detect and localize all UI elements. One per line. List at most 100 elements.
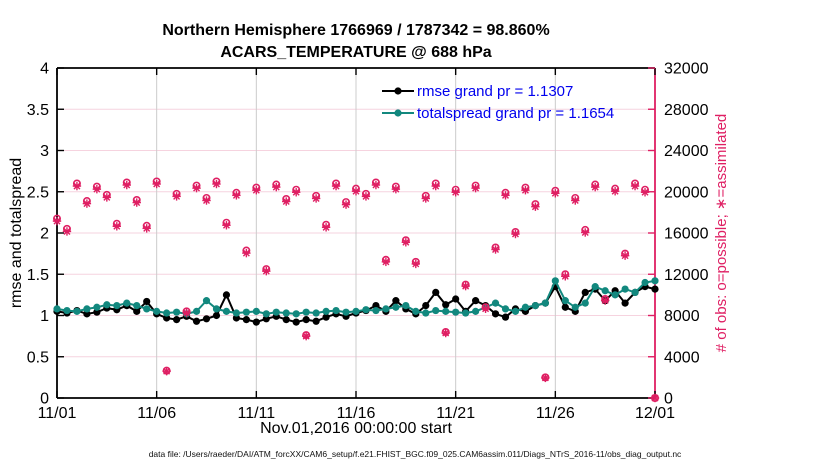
legend-marker [394,109,402,117]
assimilated-marker [351,187,361,196]
assimilated-marker [501,191,510,200]
rmse-marker [282,316,290,324]
totalspread-marker [462,309,470,317]
totalspread-marker [521,303,530,311]
rmse-marker [581,288,589,296]
totalspread-marker [123,299,131,307]
rmse-marker [322,313,330,321]
assimilated-marker [292,188,301,197]
title-line-2: ACARS_TEMPERATURE @ 688 hPa [220,44,492,61]
assimilated-marker [650,393,660,403]
rmse-marker [442,301,450,309]
totalspread-marker [143,305,151,313]
totalspread-marker [93,303,101,311]
left-tick-label: 1.5 [27,267,49,284]
rmse-marker [372,302,380,310]
assimilated-marker [561,272,570,281]
totalspread-marker [312,309,320,317]
right-tick-label: 24000 [664,143,709,160]
rmse-marker [173,316,181,324]
assimilated-marker [600,296,610,305]
totalspread-marker [63,306,71,315]
totalspread-marker [83,305,91,313]
rmse-marker [242,316,250,324]
totalspread-marker [601,287,609,295]
rmse-marker [202,315,211,323]
assimilated-marker [431,181,440,191]
left-tick-label: 4 [40,61,49,78]
assimilated-marker [491,245,500,254]
totalspread-marker [412,307,420,315]
x-tick-label: 12/01 [635,405,675,422]
x-tick-label: 11/26 [536,405,575,422]
legend-label-rmse: rmse grand pr = 1.1307 [417,82,574,100]
assimilated-marker [142,224,151,233]
totalspread-marker [551,277,559,285]
rmse-marker [93,308,101,316]
right-tick-label: 0 [664,391,673,408]
totalspread-marker [302,308,310,316]
totalspread-marker [103,301,111,309]
assimilated-marker [591,182,600,192]
totalspread-marker [153,307,161,315]
totalspread-marker [581,299,589,307]
totalspread-marker [372,306,380,315]
assimilated-marker [361,192,371,201]
assimilated-marker [411,259,420,269]
totalspread-marker [73,307,81,315]
rmse-marker [432,288,440,296]
right-tick-label: 28000 [664,102,709,119]
totalspread-marker [292,310,300,318]
totalspread-marker [322,307,330,315]
x-tick-label: 11/01 [38,405,77,422]
assimilated-marker [630,181,640,191]
assimilated-marker [371,180,381,190]
rmse-marker [312,317,320,325]
totalspread-marker [571,303,579,311]
x-tick-label: 11/11 [237,405,275,422]
totalspread-marker [442,307,450,315]
assimilated-marker [541,373,550,383]
totalspread-marker [651,277,659,285]
left-tick-label: 1 [40,308,49,325]
assimilated-marker [441,328,450,338]
x-axis-label: Nov.01,2016 00:00:00 start [260,420,452,437]
assimilated-marker [102,193,112,202]
assimilated-marker [451,188,460,197]
rmse-marker [561,303,569,311]
assimilated-marker [92,184,102,194]
totalspread-marker [282,309,290,317]
totalspread-marker [192,307,201,315]
totalspread-marker [591,283,599,291]
left-tick-label: 3.5 [27,102,49,119]
assimilated-marker [52,216,62,226]
assimilated-marker [272,182,281,192]
rmse-marker [302,316,310,324]
totalspread-marker [352,307,360,315]
assimilated-marker [610,187,620,196]
assimilated-marker [331,181,341,191]
legend: rmse grand pr = 1.1307 totalspread grand… [382,80,614,124]
left-tick-label: 0 [40,391,49,408]
totalspread-marker [432,306,440,315]
assimilated-marker [521,186,530,195]
totalspread-marker [262,310,270,318]
totalspread-marker [113,302,121,310]
assimilated-marker [132,198,141,207]
totalspread-marker [511,307,520,315]
x-tick-label: 11/16 [337,405,376,422]
x-tick-label: 11/06 [137,405,176,422]
totalspread-marker [402,302,410,310]
legend-item-rmse: rmse grand pr = 1.1307 [382,80,614,102]
assimilated-marker [182,308,191,318]
assimilated-marker [172,192,181,201]
totalspread-marker [272,308,280,316]
totalspread-marker [332,306,340,315]
rmse-marker [392,297,400,305]
totalspread-marker [611,291,619,299]
totalspread-marker [252,307,260,315]
totalspread-marker [242,308,250,316]
assimilated-marker [232,191,241,200]
totalspread-marker [342,308,350,316]
assimilated-marker [301,331,311,341]
